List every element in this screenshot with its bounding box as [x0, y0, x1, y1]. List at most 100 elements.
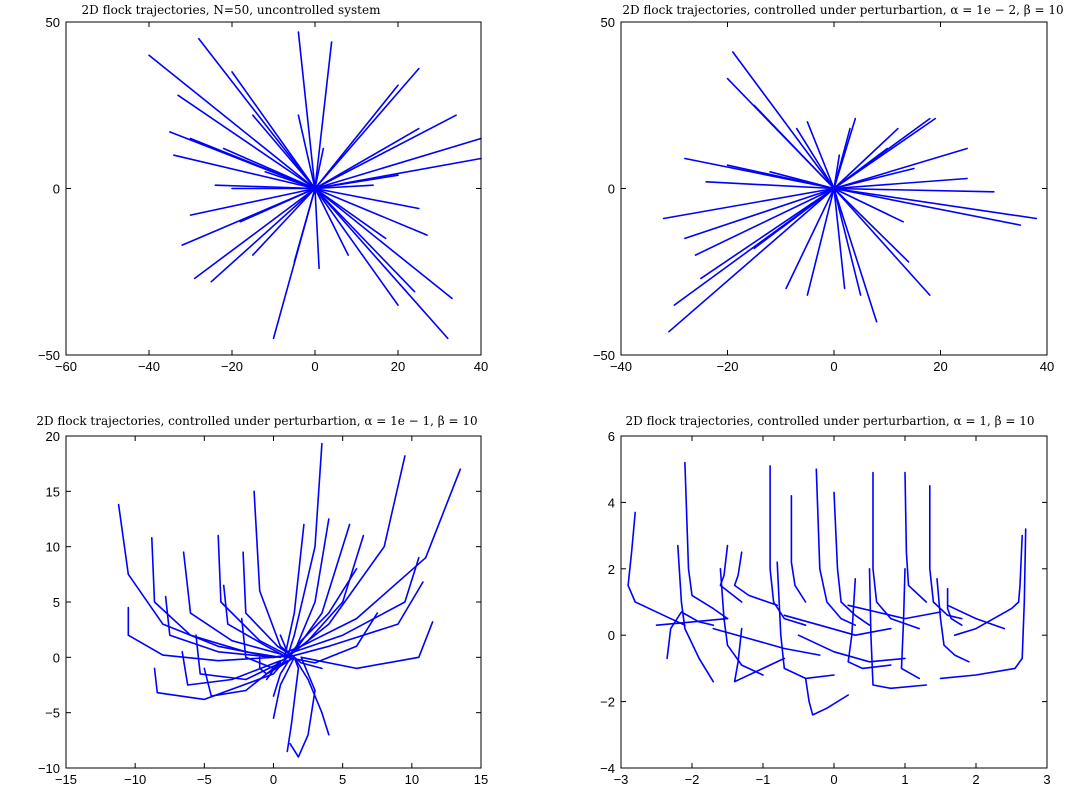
trajectory-line	[222, 584, 289, 659]
subplot-title: 2D flock trajectories, controlled under …	[626, 414, 1035, 428]
y-tick-label: 4	[608, 495, 615, 510]
trajectory-lines	[627, 461, 1027, 716]
trajectory-line	[806, 121, 835, 190]
x-tick-label: 10	[405, 772, 419, 787]
subplot-title: 2D flock trajectories, controlled under …	[36, 414, 477, 428]
trajectory-lines	[662, 51, 1038, 333]
trajectory-line	[222, 147, 316, 190]
y-tick-label: −5	[45, 706, 60, 721]
trajectory-line	[719, 567, 764, 676]
trajectory-line	[314, 114, 457, 190]
trajectory-line	[928, 484, 963, 620]
trajectory-line	[127, 606, 289, 662]
x-tick-label: −1	[756, 772, 771, 787]
trajectory-line	[182, 551, 282, 655]
trajectory-line	[314, 137, 482, 190]
y-tick-label: −10	[38, 761, 60, 776]
trajectory-line	[833, 177, 968, 190]
trajectory-line	[833, 187, 995, 193]
subplot-title: 2D flock trajectories, N=50, uncontrolle…	[82, 3, 382, 17]
trajectory-line	[833, 187, 878, 323]
axis-ticks: −40 −20 0 20 40 −50 0 50	[593, 15, 1054, 374]
trajectory-line	[148, 54, 316, 190]
trajectory-line	[297, 114, 316, 190]
x-tick-label: −20	[716, 359, 738, 374]
trajectory-lines	[148, 31, 482, 340]
x-tick-label: 2	[972, 772, 979, 787]
y-tick-label: 0	[53, 650, 60, 665]
trajectory-line	[719, 544, 743, 603]
x-tick-label: 0	[830, 359, 837, 374]
trajectory-line	[668, 187, 835, 333]
trajectory-line	[662, 187, 835, 220]
subplot-title: 2D flock trajectories, controlled under …	[622, 3, 1063, 17]
trajectory-line	[694, 187, 835, 256]
trajectory-line	[293, 455, 406, 653]
trajectory-line	[189, 187, 316, 216]
y-tick-label: −50	[38, 348, 60, 363]
trajectory-line	[293, 656, 330, 736]
x-tick-label: 0	[830, 772, 837, 787]
trajectory-line	[314, 187, 420, 210]
trajectory-line	[833, 187, 905, 223]
trajectory-line	[900, 567, 921, 680]
trajectory-line	[904, 471, 928, 603]
trajectory-line	[769, 465, 807, 627]
y-tick-label: 20	[46, 429, 60, 444]
trajectory-line	[833, 154, 841, 190]
trajectory-line	[286, 656, 300, 753]
y-tick-label: 10	[46, 540, 60, 555]
trajectory-line	[293, 187, 316, 263]
x-tick-label: −5	[197, 772, 212, 787]
trajectory-line	[753, 104, 835, 190]
trajectory-line	[198, 37, 316, 190]
x-tick-label: −10	[124, 772, 146, 787]
trajectory-line	[833, 127, 851, 190]
trajectory-line	[783, 614, 892, 637]
trajectory-line	[117, 503, 289, 659]
x-tick-label: −40	[138, 359, 160, 374]
trajectory-line	[627, 511, 686, 627]
x-tick-label: −15	[55, 772, 77, 787]
y-tick-label: 50	[46, 15, 60, 30]
trajectory-line	[265, 656, 289, 681]
x-tick-label: −3	[614, 772, 629, 787]
trajectory-line	[776, 561, 835, 680]
trajectory-line	[231, 71, 316, 190]
x-tick-label: 3	[1043, 772, 1050, 787]
x-tick-label: 0	[270, 772, 277, 787]
trajectory-line	[193, 187, 316, 280]
trajectory-line	[833, 127, 899, 190]
trajectory-line	[790, 494, 807, 603]
trajectory-line	[833, 147, 889, 190]
trajectory-line	[779, 187, 835, 230]
trajectory-line	[868, 567, 928, 690]
trajectory-line	[151, 536, 282, 659]
trajectory-line	[797, 634, 906, 663]
trajectory-line	[733, 627, 786, 683]
trajectory-line	[833, 187, 862, 296]
trajectory-line	[946, 587, 963, 627]
y-tick-label: 0	[53, 182, 60, 197]
trajectory-line	[815, 468, 857, 627]
trajectory-line	[252, 114, 316, 190]
y-tick-label: 2	[608, 562, 615, 577]
trajectory-line	[684, 187, 835, 240]
trajectory-line	[684, 461, 729, 620]
x-tick-label: 15	[474, 772, 488, 787]
trajectory-line	[286, 468, 462, 653]
trajectory-line	[286, 567, 358, 659]
subplot-uncontrolled: 2D flock trajectories, N=50, uncontrolle…	[38, 3, 488, 374]
y-tick-label: 0	[608, 182, 615, 197]
trajectory-line	[252, 187, 316, 256]
trajectory-line	[712, 627, 821, 656]
trajectory-line	[242, 551, 296, 659]
x-tick-label: 1	[901, 772, 908, 787]
trajectory-line	[833, 147, 968, 190]
x-tick-label: −2	[685, 772, 700, 787]
trajectory-line	[676, 544, 715, 683]
trajectory-line	[314, 174, 399, 190]
x-tick-label: −40	[610, 359, 632, 374]
trajectory-line	[314, 187, 453, 300]
